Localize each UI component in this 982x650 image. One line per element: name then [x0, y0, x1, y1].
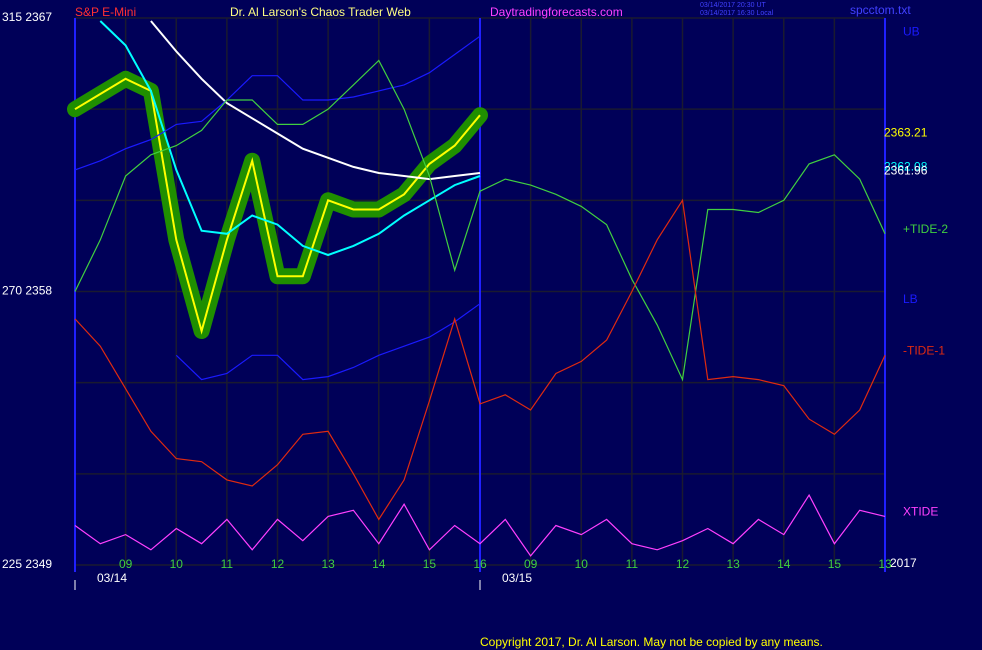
x-tick-label: 16 — [473, 557, 487, 571]
timestamp: 03/14/2017 16:30 Local — [700, 10, 774, 17]
x-tick-label: 14 — [777, 557, 791, 571]
chart-title: Dr. Al Larson's Chaos Trader Web — [230, 5, 411, 19]
copyright: Copyright 2017, Dr. Al Larson. May not b… — [480, 635, 823, 649]
series-line — [150, 20, 481, 181]
series-line — [74, 59, 886, 382]
series-label: UB — [903, 24, 920, 38]
series-line — [74, 35, 481, 171]
site: Daytradingforecasts.com — [490, 5, 623, 19]
file-name: spcctom.txt — [850, 3, 911, 17]
last-value-label: 2362.08 — [884, 160, 928, 174]
y-tick-label: 270 2358 — [2, 284, 52, 298]
last-value-label: 2361.96 — [884, 163, 928, 177]
series-line — [74, 493, 886, 557]
symbol: S&P E-Mini — [75, 5, 136, 19]
x-tick-label: 10 — [575, 557, 589, 571]
x-tick-label: 10 — [170, 557, 184, 571]
x-tick-label: 11 — [626, 557, 639, 571]
series-line — [74, 77, 481, 335]
x-tick-label: 12 — [271, 557, 285, 571]
last-value-label: 2363.21 — [884, 125, 928, 139]
date-label: 03/14 — [97, 571, 127, 585]
x-tick-label: 14 — [372, 557, 386, 571]
y-tick-label: 225 2349 — [2, 557, 52, 571]
date-label: 03/15 — [502, 571, 532, 585]
series-line — [99, 20, 481, 257]
series-label: -TIDE-1 — [903, 343, 945, 357]
x-tick-label: 13 — [878, 557, 892, 571]
x-tick-label: 15 — [828, 557, 842, 571]
x-tick-label: 13 — [726, 557, 740, 571]
series-label: XTIDE — [903, 505, 938, 519]
x-tick-label: 11 — [221, 557, 234, 571]
x-tick-label: 13 — [321, 557, 335, 571]
x-tick-label: 12 — [676, 557, 690, 571]
series-label: LB — [903, 292, 918, 306]
y-tick-label: 315 2367 — [2, 10, 52, 24]
x-tick-label: 09 — [119, 557, 133, 571]
series-line — [74, 198, 886, 521]
timestamp: 03/14/2017 20:30 UT — [700, 2, 766, 9]
series-label: +TIDE-2 — [903, 222, 948, 236]
x-tick-label: 15 — [423, 557, 437, 571]
x-tick-label: 09 — [524, 557, 538, 571]
series-line — [175, 303, 481, 381]
year: 2017 — [890, 556, 917, 570]
